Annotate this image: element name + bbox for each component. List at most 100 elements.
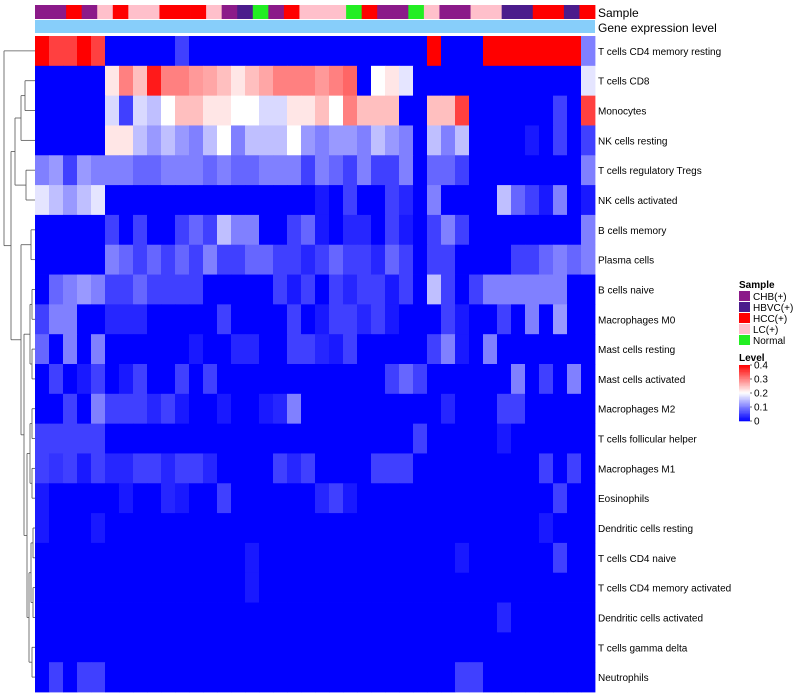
sample-annotation-cell <box>532 5 549 19</box>
sample-annotation-cell <box>159 5 176 19</box>
heatmap-cell <box>203 513 218 544</box>
heatmap-cell <box>301 572 316 603</box>
legend-colorbar-step <box>739 367 750 370</box>
heatmap-cell <box>581 393 596 425</box>
heatmap-cell <box>105 632 120 663</box>
heatmap-cell <box>525 65 540 97</box>
heatmap-cell <box>385 542 400 574</box>
heatmap-cell <box>553 513 568 544</box>
heatmap-cell <box>385 513 400 544</box>
heatmap-cell <box>357 185 372 216</box>
heatmap-cell <box>455 244 470 275</box>
heatmap-cell <box>343 155 358 186</box>
heatmap-cell <box>119 453 134 484</box>
heatmap-cell <box>525 513 540 544</box>
heatmap-cell <box>427 65 442 97</box>
heatmap-cell <box>273 155 288 186</box>
heatmap-cell <box>175 155 190 186</box>
heatmap-cell <box>119 513 134 544</box>
heatmap-cell <box>343 36 358 67</box>
heatmap-cell <box>371 155 386 186</box>
heatmap-cell <box>63 334 78 365</box>
heatmap-cell <box>357 572 372 603</box>
heatmap-cell <box>175 304 190 335</box>
heatmap-cell <box>427 36 442 67</box>
heatmap-cell <box>287 453 302 484</box>
legend-colorbar-step <box>739 372 750 374</box>
legend-colorbar-step <box>739 377 750 380</box>
heatmap-cell <box>455 572 470 603</box>
heatmap-cell <box>553 36 568 67</box>
heatmap-cell <box>273 95 288 126</box>
heatmap-cell <box>315 364 330 395</box>
heatmap-cell <box>161 274 176 305</box>
heatmap-cell <box>105 602 120 633</box>
heatmap-cell <box>343 662 358 693</box>
heatmap-cell <box>539 274 554 305</box>
heatmap-cell <box>581 602 596 633</box>
heatmap-cell <box>175 125 190 156</box>
legend-colorbar-step <box>739 370 750 373</box>
heatmap-cell <box>273 393 288 425</box>
heatmap-cell <box>539 513 554 544</box>
heatmap-cell <box>273 423 288 454</box>
legend-colorbar-step <box>739 381 750 384</box>
heatmap-cell <box>539 185 554 216</box>
heatmap-cell <box>105 125 120 156</box>
row-label: NK cells activated <box>598 196 677 207</box>
heatmap-cell <box>147 274 162 305</box>
heatmap-cell <box>301 513 316 544</box>
heatmap-cell <box>483 513 498 544</box>
heatmap-cell <box>399 95 414 126</box>
heatmap-cell <box>217 36 232 67</box>
heatmap-cell <box>77 542 92 574</box>
heatmap-cell <box>483 572 498 603</box>
heatmap-cell <box>91 572 106 603</box>
heatmap-cell <box>259 632 274 663</box>
heatmap-cell <box>77 572 92 603</box>
heatmap-cell <box>77 483 92 514</box>
sample-annotation-cell <box>252 5 269 19</box>
heatmap-cell <box>231 483 246 514</box>
heatmap-cell <box>91 632 106 663</box>
heatmap-cell <box>147 334 162 365</box>
heatmap-cell <box>483 244 498 275</box>
heatmap-cell <box>105 483 120 514</box>
heatmap-cell <box>315 155 330 186</box>
heatmap-cell <box>371 542 386 574</box>
heatmap-cell <box>539 542 554 574</box>
heatmap-cell <box>91 393 106 425</box>
heatmap-cell <box>77 274 92 305</box>
heatmap-cell <box>553 274 568 305</box>
heatmap-cell <box>147 95 162 126</box>
heatmap-cell <box>553 602 568 633</box>
heatmap-cell <box>469 65 484 97</box>
heatmap-cell <box>273 125 288 156</box>
heatmap-cell <box>119 662 134 693</box>
heatmap-cell <box>259 483 274 514</box>
heatmap-cell <box>287 423 302 454</box>
heatmap-cell <box>483 632 498 663</box>
heatmap-cell <box>371 483 386 514</box>
heatmap-cell <box>175 214 190 246</box>
heatmap-cell <box>385 602 400 633</box>
heatmap-cell <box>315 36 330 67</box>
row-label: Neutrophils <box>598 673 649 684</box>
legend-colorbar-step <box>739 383 750 385</box>
heatmap-cell <box>287 185 302 216</box>
heatmap-cell <box>133 274 148 305</box>
heatmap-cell <box>105 65 120 97</box>
heatmap-cell <box>469 602 484 633</box>
heatmap-cell <box>245 513 260 544</box>
heatmap-cell <box>539 95 554 126</box>
heatmap-cell <box>483 95 498 126</box>
heatmap-cell <box>189 542 204 574</box>
heatmap-cell <box>427 572 442 603</box>
sample-annotation-cell <box>50 5 67 19</box>
heatmap-cell <box>245 423 260 454</box>
row-label: Macrophages M1 <box>598 464 676 475</box>
heatmap-cell <box>511 125 526 156</box>
heatmap-cell <box>567 393 582 425</box>
heatmap-cell <box>119 125 134 156</box>
heatmap-cell <box>203 483 218 514</box>
